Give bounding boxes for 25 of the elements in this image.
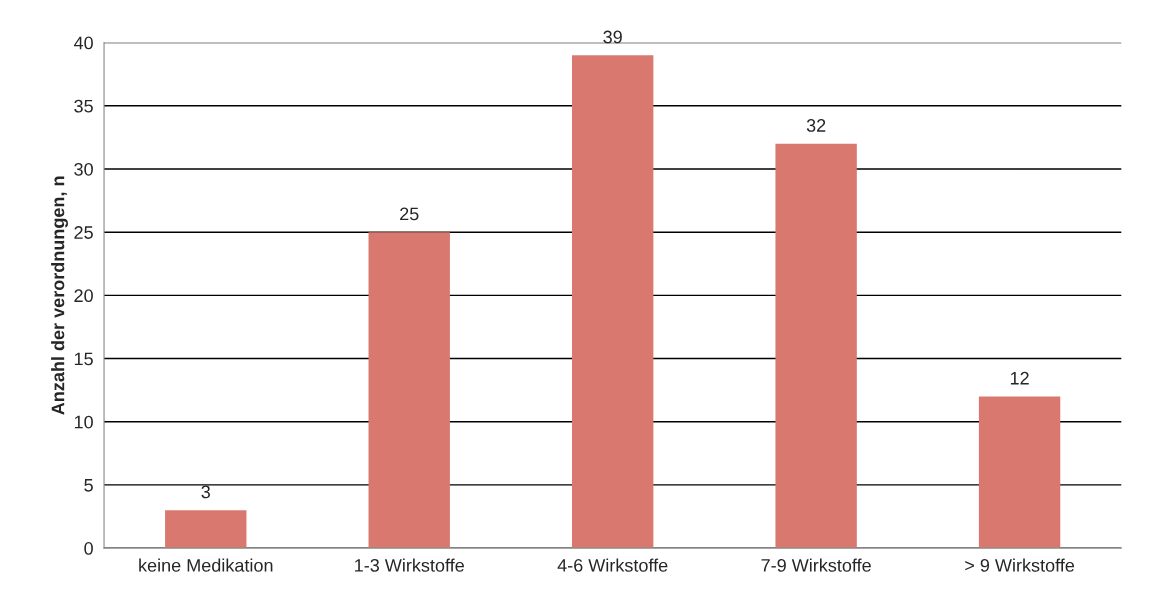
y-tick-label: 35: [74, 99, 93, 113]
bar: [368, 232, 450, 549]
y-tick-label: 10: [74, 415, 93, 429]
data-label: 25: [400, 207, 419, 221]
y-tick-label: 15: [74, 352, 93, 366]
bar: [775, 143, 857, 549]
bar: [571, 55, 654, 549]
data-label: 3: [201, 485, 210, 499]
y-axis-title: Anzahl der verordnungen, n: [51, 176, 68, 415]
data-label: 32: [806, 119, 826, 132]
x-tick-label: keine Medikation: [139, 558, 273, 572]
y-tick-label: 25: [74, 226, 93, 239]
x-tick-label: > 9 Wirkstoffe: [965, 558, 1075, 572]
x-tick-label: 4-6 Wirkstoffe: [557, 558, 668, 572]
bar: [978, 396, 1061, 549]
bar: [165, 510, 247, 549]
y-tick-label: 0: [84, 542, 93, 555]
data-label: 39: [603, 30, 622, 44]
x-tick-label: 1-3 Wirkstoffe: [355, 558, 464, 572]
y-tick-label: 20: [74, 289, 93, 303]
y-tick-label: 40: [73, 36, 93, 50]
y-tick-label: 30: [74, 162, 93, 176]
data-label: 12: [1010, 371, 1029, 385]
y-tick-label: 5: [84, 479, 93, 492]
x-tick-label: 7-9 Wirkstoffe: [761, 558, 871, 572]
